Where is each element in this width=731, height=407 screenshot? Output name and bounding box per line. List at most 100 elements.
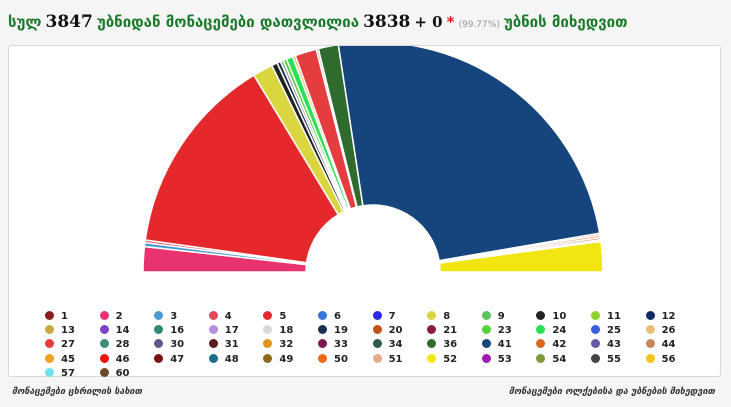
legend-label: 2 <box>115 311 123 322</box>
legend-label: 53 <box>497 353 512 365</box>
legend-item[interactable]: 55 <box>591 353 621 367</box>
legend-item[interactable]: 24 <box>536 324 566 338</box>
legend-swatch <box>208 339 218 349</box>
legend-label: 50 <box>334 353 348 365</box>
legend-item[interactable]: 10 <box>536 310 566 324</box>
legend-label: 57 <box>61 367 75 379</box>
legend-item[interactable]: 34 <box>372 338 403 352</box>
legend-swatch <box>645 339 655 349</box>
legend-swatch <box>208 311 218 320</box>
slice-41[interactable] <box>337 46 601 262</box>
legend-item[interactable]: 21 <box>427 324 457 338</box>
legend-item[interactable]: 19 <box>318 324 348 338</box>
legend-label: 23 <box>497 325 512 337</box>
legend-item[interactable]: 7 <box>372 310 396 324</box>
legend-label: 36 <box>443 339 458 351</box>
legend-item[interactable]: 53 <box>481 353 512 367</box>
slice-5[interactable] <box>144 74 340 264</box>
legend-label: 56 <box>661 353 676 365</box>
legend-item[interactable]: 12 <box>645 310 676 324</box>
legend-label: 34 <box>388 339 403 351</box>
legend-item[interactable]: 42 <box>536 338 566 352</box>
legend-label: 3 <box>170 311 178 322</box>
legend-item[interactable]: 51 <box>372 353 403 367</box>
legend-item[interactable]: 9 <box>481 310 505 324</box>
legend-item[interactable]: 48 <box>208 353 239 367</box>
legend-swatch <box>45 367 54 377</box>
counted-percent: (99.77%) <box>458 20 500 30</box>
legend-label: 7 <box>388 311 396 322</box>
legend-item[interactable]: 27 <box>45 338 75 352</box>
legend-label: 12 <box>661 311 676 322</box>
legend-item[interactable]: 3 <box>154 310 177 324</box>
legend-label: 24 <box>552 325 567 337</box>
legend-item[interactable]: 43 <box>591 338 621 352</box>
legend-item[interactable]: 18 <box>263 324 293 338</box>
legend-item[interactable]: 16 <box>154 324 184 338</box>
legend-item[interactable]: 50 <box>318 353 348 367</box>
legend-item[interactable]: 14 <box>99 324 130 338</box>
legend-label: 11 <box>607 311 621 322</box>
legend-item[interactable]: 36 <box>427 338 457 352</box>
legend-item[interactable]: 31 <box>208 338 239 352</box>
legend-swatch <box>536 339 546 349</box>
legend-swatch <box>591 339 600 349</box>
legend-item[interactable]: 23 <box>481 324 512 338</box>
legend-swatch <box>372 339 382 349</box>
legend-item[interactable]: 46 <box>99 353 130 367</box>
legend-label: 21 <box>443 325 458 337</box>
legend-item[interactable]: 17 <box>208 324 239 338</box>
legend-item[interactable]: 28 <box>99 338 130 352</box>
legend-label: 44 <box>661 339 676 351</box>
legend-swatch <box>99 339 109 349</box>
legend-swatch <box>591 325 600 335</box>
legend-item[interactable]: 20 <box>372 324 403 338</box>
legend-swatch <box>318 339 327 349</box>
legend-item[interactable]: 41 <box>481 338 512 352</box>
legend-item[interactable]: 54 <box>536 353 566 367</box>
legend-item[interactable]: 60 <box>99 367 130 381</box>
legend-item[interactable]: 26 <box>645 324 676 338</box>
legend-swatch <box>154 353 164 363</box>
legend-item[interactable]: 45 <box>45 353 75 367</box>
legend-swatch <box>208 353 218 363</box>
legend-item[interactable]: 8 <box>427 310 450 324</box>
legend-item[interactable]: 30 <box>154 338 184 352</box>
legend-label: 60 <box>115 367 130 379</box>
header-suffix: უბნის მიხედვით <box>503 13 628 31</box>
legend-label: 8 <box>443 311 451 322</box>
legend-item[interactable]: 4 <box>208 310 232 324</box>
legend-item[interactable]: 1 <box>45 310 68 324</box>
legend-item[interactable]: 44 <box>645 338 676 352</box>
legend-swatch <box>263 325 273 335</box>
legend-label: 55 <box>607 353 621 365</box>
legend-item[interactable]: 49 <box>263 353 293 367</box>
legend-item[interactable]: 11 <box>591 310 621 324</box>
legend-swatch <box>45 311 54 320</box>
asterisk-mark: * <box>446 13 455 31</box>
legend-item[interactable]: 57 <box>45 367 75 381</box>
slice-52[interactable] <box>438 240 604 273</box>
district-view-link[interactable]: მონაცემები ოლქებისა და უბნების მიხედვით <box>508 387 715 397</box>
legend-swatch <box>99 325 109 335</box>
legend-label: 17 <box>224 325 239 337</box>
legend-swatch <box>536 325 546 335</box>
legend-item[interactable]: 5 <box>263 310 286 324</box>
legend-item[interactable]: 56 <box>645 353 676 367</box>
legend-label: 43 <box>607 339 621 351</box>
legend-item[interactable]: 52 <box>427 353 457 367</box>
legend-item[interactable]: 13 <box>45 324 75 338</box>
legend-item[interactable]: 2 <box>99 310 123 324</box>
legend-swatch <box>45 325 54 335</box>
total-precincts: 3847 <box>45 12 93 32</box>
legend-item[interactable]: 6 <box>318 310 341 324</box>
legend-item[interactable]: 25 <box>591 324 621 338</box>
legend-item[interactable]: 47 <box>154 353 184 367</box>
legend-item[interactable]: 32 <box>263 338 293 352</box>
legend-swatch <box>99 311 109 320</box>
legend-swatch <box>263 339 273 349</box>
table-view-link[interactable]: მონაცემები ცხრილის სახით <box>12 387 143 397</box>
legend-swatch <box>427 311 437 320</box>
legend-swatch <box>481 353 491 363</box>
legend-item[interactable]: 33 <box>318 338 348 352</box>
